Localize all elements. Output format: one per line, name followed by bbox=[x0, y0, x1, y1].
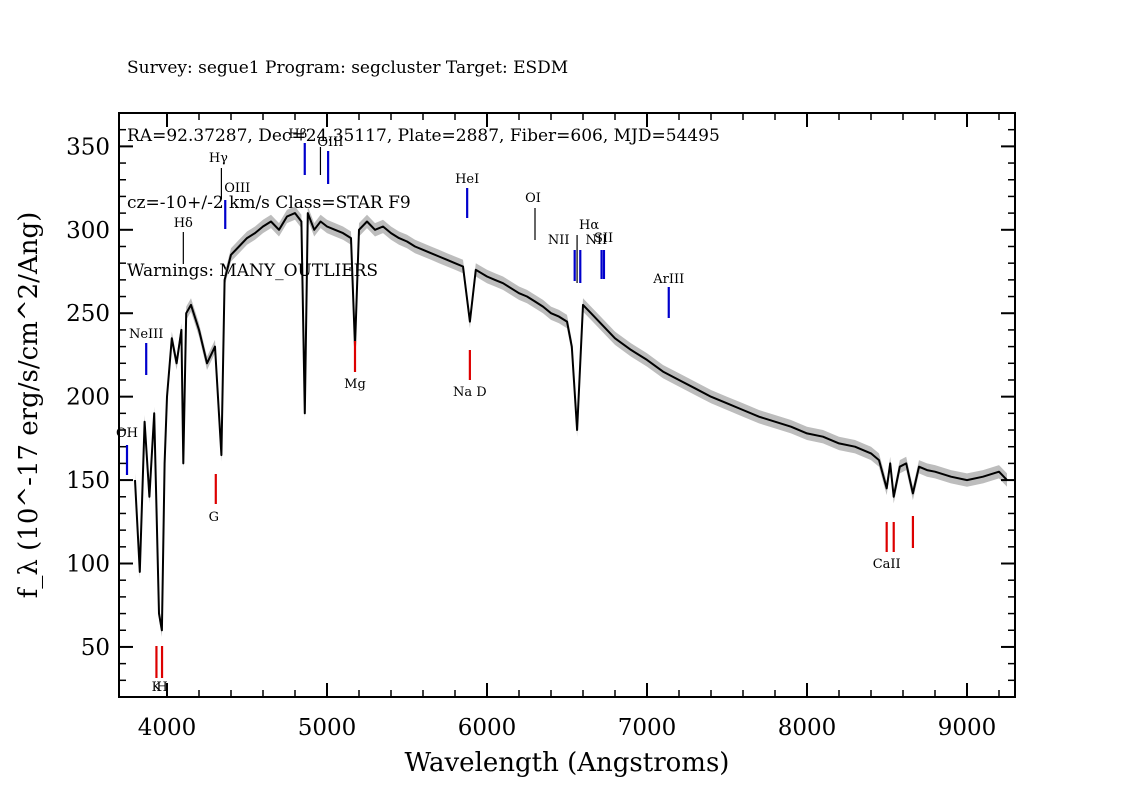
y-tick-label: 350 bbox=[66, 134, 110, 160]
spectrum-header: Survey: segue1 Program: segcluster Targe… bbox=[127, 12, 720, 305]
line-marker-label: NII bbox=[548, 233, 570, 248]
line-marker-label: OIII bbox=[224, 181, 250, 196]
y-axis-title: f_λ (10^-17 erg/s/cm^2/Ang) bbox=[14, 212, 44, 598]
flux-line bbox=[134, 212, 1008, 632]
y-axis-title-group: f_λ (10^-17 erg/s/cm^2/Ang) bbox=[14, 212, 44, 598]
line-marker-label: H bbox=[156, 680, 167, 695]
line-marker-label: Hβ bbox=[288, 127, 307, 142]
y-tick-label: 100 bbox=[66, 552, 110, 578]
line-marker-label: OI bbox=[525, 191, 541, 206]
header-line-warnings: Warnings: MANY_OUTLIERS bbox=[127, 260, 379, 281]
header-line-survey: Survey: segue1 Program: segcluster Targe… bbox=[127, 58, 569, 78]
plot-frame bbox=[118, 112, 1016, 698]
line-marker-label: NII bbox=[585, 233, 607, 248]
y-tick-label: 300 bbox=[66, 218, 110, 244]
line-marker-label: Hα bbox=[579, 218, 599, 233]
line-marker-label: Mg bbox=[344, 377, 366, 392]
flux-line-layer bbox=[134, 212, 1008, 632]
x-tick-label: 9000 bbox=[938, 715, 997, 741]
line-marker-label: ArIII bbox=[652, 272, 684, 287]
line-marker-layer: OHNeIIIHδHγOIIIHβOIIIHeIOINIIHαNIISIIArI… bbox=[116, 127, 915, 695]
x-tick-label: 5000 bbox=[298, 715, 357, 741]
line-marker-label: CaII bbox=[873, 557, 901, 572]
line-marker-label: Hγ bbox=[209, 151, 228, 166]
y-tick-label: 200 bbox=[66, 385, 110, 411]
y-tick-label: 150 bbox=[66, 468, 110, 494]
line-marker-label: Hδ bbox=[174, 216, 193, 231]
line-marker-label: SII bbox=[594, 231, 613, 246]
line-marker-label: Na D bbox=[453, 385, 487, 400]
error-band bbox=[135, 206, 1007, 637]
line-marker-label: K bbox=[152, 680, 162, 695]
y-tick-label: 250 bbox=[66, 301, 110, 327]
x-tick-label: 8000 bbox=[778, 715, 837, 741]
y-tick-label: 50 bbox=[81, 635, 110, 661]
line-marker-label: NeIII bbox=[129, 327, 163, 342]
x-tick-label: 6000 bbox=[458, 715, 517, 741]
line-marker-label: OH bbox=[116, 426, 138, 441]
line-marker-label: OIII bbox=[317, 135, 343, 150]
axis-tick-layer: 4000 5000 6000 7000 8000 9000 50 100 150 200 250 30… bbox=[66, 113, 1015, 741]
x-tick-label: 7000 bbox=[618, 715, 677, 741]
x-tick-label: 4000 bbox=[138, 715, 197, 741]
error-band-layer bbox=[135, 206, 1007, 637]
header-line-redshift-class: cz=-10+/-2 km/s Class=STAR F9 bbox=[127, 193, 411, 213]
line-marker-label: G bbox=[209, 510, 219, 525]
line-marker-label: HeI bbox=[455, 172, 479, 187]
header-line-coordinates: RA=92.37287, Dec=24.35117, Plate=2887, F… bbox=[127, 125, 720, 146]
x-axis-title: Wavelength (Angstroms) bbox=[405, 748, 730, 778]
